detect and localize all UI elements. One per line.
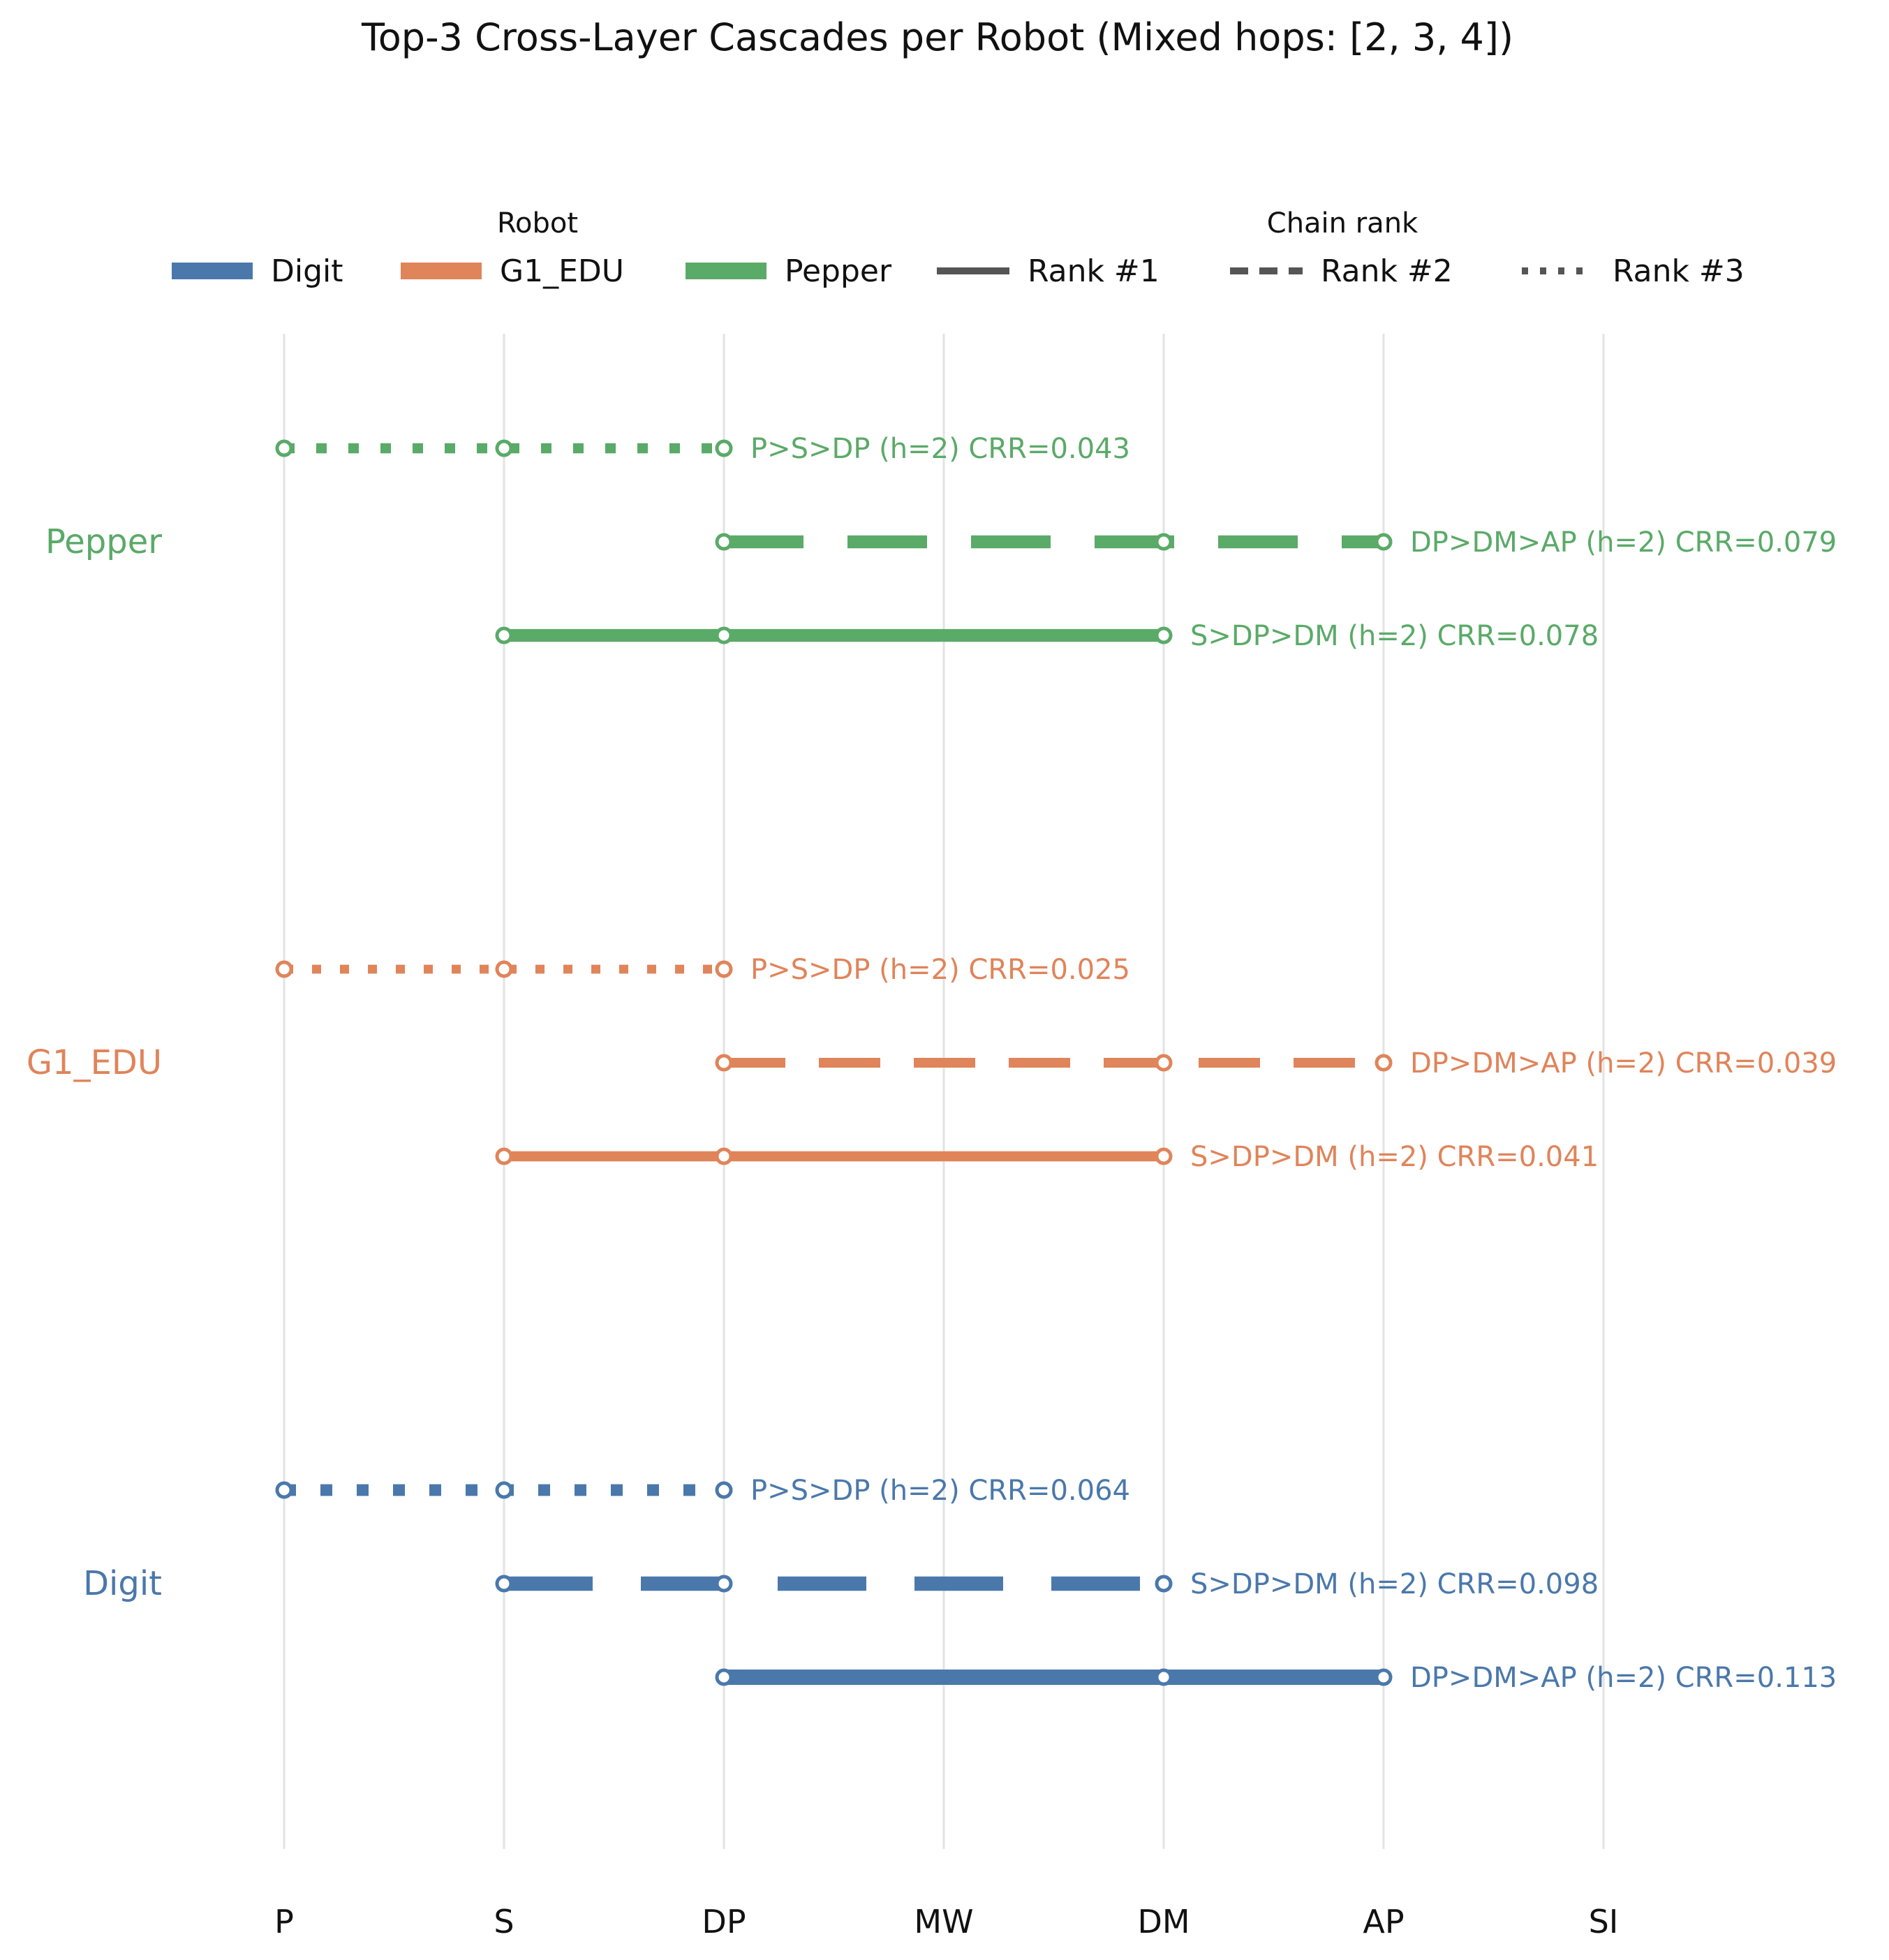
chain-g1-edu-rank-1-node-dp xyxy=(715,1147,733,1165)
chain-pepper-rank-1-node-dm xyxy=(1155,626,1173,644)
chain-digit-rank-1-label: DP>DM>AP (h=2) CRR=0.113 xyxy=(1410,1662,1837,1694)
chain-digit-rank-3-label: P>S>DP (h=2) CRR=0.064 xyxy=(750,1475,1130,1507)
chain-digit-rank-2-label: S>DP>DM (h=2) CRR=0.098 xyxy=(1190,1568,1599,1600)
chain-g1-edu-rank-2-node-dp xyxy=(715,1054,733,1072)
chains: P>S>DP (h=2) CRR=0.043 DP>DM>AP (h=2) CRR… xyxy=(275,433,1837,1694)
legend-rank-1-label: Rank #1 xyxy=(1028,253,1160,289)
chain-digit-rank-3-node-s xyxy=(495,1481,513,1499)
chain-g1-edu-rank-3-label: P>S>DP (h=2) CRR=0.025 xyxy=(750,954,1130,986)
x-tick-ap: AP xyxy=(1363,1903,1404,1940)
x-tick-mw: MW xyxy=(914,1903,973,1940)
chain-digit-rank-2-node-dm xyxy=(1155,1575,1173,1593)
chain-pepper-rank-2-node-ap xyxy=(1375,533,1393,551)
legend-rank-3-label: Rank #3 xyxy=(1613,253,1744,289)
robot-labels: Pepper G1_EDU Digit xyxy=(27,522,162,1603)
chain-pepper-rank-1-node-dp xyxy=(715,626,733,644)
chain-pepper-rank-1-node-s xyxy=(495,626,513,644)
x-tick-dp: DP xyxy=(702,1903,746,1940)
chain-pepper-rank-3-node-dp xyxy=(715,439,733,457)
chain-pepper-rank-3-label: P>S>DP (h=2) CRR=0.043 xyxy=(750,433,1130,465)
chain-digit-rank-2-node-dp xyxy=(715,1575,733,1593)
chain-digit-rank-1-node-dp xyxy=(715,1668,733,1686)
legend-rank-2-label: Rank #2 xyxy=(1321,253,1453,289)
chain-g1-edu-rank-3-node-p xyxy=(275,960,293,978)
robot-label-g1-edu: G1_EDU xyxy=(27,1043,162,1082)
x-tick-p: P xyxy=(274,1903,294,1940)
x-gridlines xyxy=(283,334,1605,1849)
chain-pepper-rank-3-node-s xyxy=(495,439,513,457)
chain-g1-edu-rank-1-label: S>DP>DM (h=2) CRR=0.041 xyxy=(1190,1141,1599,1173)
chain-digit-rank-1-node-ap xyxy=(1375,1668,1393,1686)
legend-rank-title: Chain rank xyxy=(1267,207,1418,240)
legend-label-pepper: Pepper xyxy=(785,253,892,289)
chain-digit-rank-2-node-s xyxy=(495,1575,513,1593)
x-tick-dm: DM xyxy=(1137,1903,1190,1940)
chain-pepper-rank-2-label: DP>DM>AP (h=2) CRR=0.079 xyxy=(1410,526,1837,559)
x-tick-labels: P S DP MW DM AP SI xyxy=(274,1903,1618,1940)
chain-g1-edu-rank-2-node-dm xyxy=(1155,1054,1173,1072)
chain-g1-edu-rank-2-node-ap xyxy=(1375,1054,1393,1072)
chain-pepper-rank-2-node-dp xyxy=(715,533,733,551)
chain-pepper-rank-1-label: S>DP>DM (h=2) CRR=0.078 xyxy=(1190,620,1599,652)
legend-robot-title: Robot xyxy=(497,207,578,240)
legend: Robot Chain rank Digit G1_EDU Pepper Rank #… xyxy=(172,207,1744,289)
chart-title: Top-3 Cross-Layer Cascades per Robot (Mi… xyxy=(361,15,1513,59)
chain-digit-rank-3-node-dp xyxy=(715,1481,733,1499)
robot-label-digit: Digit xyxy=(83,1564,162,1603)
legend-label-digit: Digit xyxy=(271,253,343,289)
robot-label-pepper: Pepper xyxy=(45,522,162,561)
chain-pepper-rank-2-node-dm xyxy=(1155,533,1173,551)
x-tick-si: SI xyxy=(1589,1903,1619,1940)
chain-digit-rank-1-node-dm xyxy=(1155,1668,1173,1686)
chain-g1-edu-rank-3-node-s xyxy=(495,960,513,978)
chain-g1-edu-rank-2-label: DP>DM>AP (h=2) CRR=0.039 xyxy=(1410,1047,1837,1080)
chain-pepper-rank-3-node-p xyxy=(275,439,293,457)
chain-digit-rank-3-node-p xyxy=(275,1481,293,1499)
legend-label-g1-edu: G1_EDU xyxy=(500,253,624,289)
chain-g1-edu-rank-1-node-dm xyxy=(1155,1147,1173,1165)
x-tick-s: S xyxy=(494,1903,514,1940)
chain-g1-edu-rank-3-node-dp xyxy=(715,960,733,978)
chain-g1-edu-rank-1-node-s xyxy=(495,1147,513,1165)
